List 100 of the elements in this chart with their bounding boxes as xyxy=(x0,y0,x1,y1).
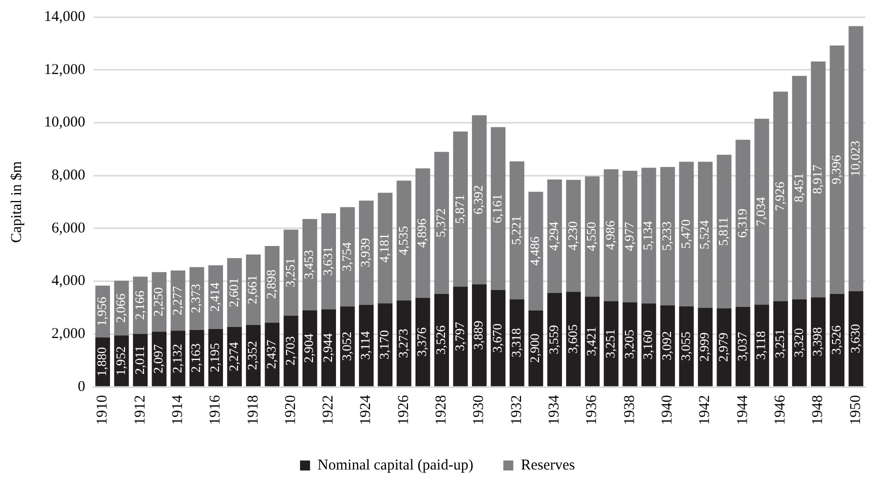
data-label: 5,233 xyxy=(659,222,674,251)
data-label: 3,037 xyxy=(734,331,750,362)
x-tick-label: 1940 xyxy=(660,395,676,425)
data-label: 2,414 xyxy=(207,282,222,312)
bar xyxy=(641,168,656,304)
bar xyxy=(641,303,656,386)
data-label: 3,170 xyxy=(376,330,392,360)
data-label: 2,097 xyxy=(150,344,166,374)
data-label: 2,352 xyxy=(244,340,260,370)
data-label: 3,398 xyxy=(810,327,825,356)
data-label: 3,453 xyxy=(301,250,316,280)
bar xyxy=(830,45,844,294)
data-label: 4,550 xyxy=(584,222,599,252)
data-label: 6,319 xyxy=(734,208,750,238)
bar xyxy=(604,301,618,386)
data-label: 2,944 xyxy=(320,332,336,362)
x-tick-label: 1930 xyxy=(471,395,488,425)
data-label: 3,939 xyxy=(358,238,373,268)
data-label: 3,273 xyxy=(395,328,410,358)
bar xyxy=(340,207,355,306)
bar xyxy=(848,291,864,386)
x-tick-label: 1936 xyxy=(584,394,600,425)
x-tick-label: 1916 xyxy=(208,394,224,425)
bar xyxy=(830,294,844,386)
data-label: 4,977 xyxy=(621,221,636,252)
bar xyxy=(396,300,412,386)
data-label: 2,904 xyxy=(301,333,316,363)
bar xyxy=(170,270,186,331)
bar xyxy=(472,284,487,386)
data-label: 4,294 xyxy=(546,221,562,251)
data-label: 3,205 xyxy=(621,330,636,359)
bar xyxy=(604,169,618,302)
data-label: 3,559 xyxy=(546,324,562,354)
data-label: 3,160 xyxy=(640,330,656,360)
data-label: 4,486 xyxy=(527,236,542,266)
bar xyxy=(547,179,562,293)
bar xyxy=(434,152,449,294)
data-label: 1,952 xyxy=(112,346,128,376)
bar xyxy=(736,140,750,307)
data-label: 3,421 xyxy=(584,326,599,356)
bar xyxy=(510,161,524,300)
bar xyxy=(754,304,770,386)
data-label: 4,896 xyxy=(414,218,430,248)
data-label: 4,181 xyxy=(376,233,392,263)
legend-label: Reserves xyxy=(520,457,576,474)
data-label: 2,195 xyxy=(207,342,222,372)
data-label: 5,134 xyxy=(640,220,656,250)
data-label: 9,396 xyxy=(828,154,844,184)
bar xyxy=(848,26,864,292)
data-label: 5,470 xyxy=(678,219,693,249)
data-label: 4,986 xyxy=(602,220,618,250)
data-label: 5,524 xyxy=(696,220,712,250)
bar xyxy=(679,306,694,386)
data-label: 3,092 xyxy=(659,331,674,360)
bar xyxy=(340,306,355,386)
bar xyxy=(170,330,186,386)
data-label: 3,318 xyxy=(508,328,524,358)
data-label: 6,392 xyxy=(470,185,486,214)
data-label: 7,926 xyxy=(772,181,788,211)
data-label: 2,437 xyxy=(264,339,279,370)
y-tick-label: 10,000 xyxy=(44,114,86,131)
data-label: 5,871 xyxy=(452,194,467,224)
bar xyxy=(321,213,336,310)
x-tick-label: 1922 xyxy=(320,395,337,425)
data-label: 3,052 xyxy=(338,332,354,361)
bar xyxy=(490,127,506,290)
data-label: 4,535 xyxy=(395,226,410,256)
data-label: 3,889 xyxy=(470,320,486,350)
data-label: 5,221 xyxy=(508,216,524,245)
bar xyxy=(773,301,788,386)
bar xyxy=(358,304,374,386)
data-label: 3,526 xyxy=(828,324,844,355)
data-label: 2,166 xyxy=(132,290,147,320)
data-label: 6,161 xyxy=(490,194,505,224)
data-label: 3,114 xyxy=(358,330,373,360)
bar xyxy=(584,176,600,297)
data-label: 8,917 xyxy=(810,164,825,194)
data-label: 10,023 xyxy=(847,140,862,176)
bar xyxy=(792,299,807,386)
x-tick-label: 1926 xyxy=(396,394,412,425)
x-tick-label: 1924 xyxy=(358,394,374,425)
data-label: 3,251 xyxy=(602,329,618,358)
data-label: 1,956 xyxy=(94,296,110,326)
data-label: 3,526 xyxy=(433,324,448,355)
x-tick-label: 1910 xyxy=(94,395,111,425)
x-tick-label: 1942 xyxy=(697,395,714,425)
bar xyxy=(528,192,544,310)
y-axis-title: Capital in $m xyxy=(8,160,25,243)
data-label: 2,277 xyxy=(169,285,184,316)
data-label: 3,320 xyxy=(790,328,806,358)
bar xyxy=(510,299,524,386)
data-label: 2,898 xyxy=(264,270,279,299)
data-label: 3,251 xyxy=(282,258,298,288)
bar xyxy=(227,258,242,327)
bar xyxy=(698,162,713,308)
bar xyxy=(415,298,430,386)
bar xyxy=(622,170,638,302)
bar xyxy=(679,162,694,306)
bar xyxy=(736,306,750,386)
bar xyxy=(396,180,412,300)
